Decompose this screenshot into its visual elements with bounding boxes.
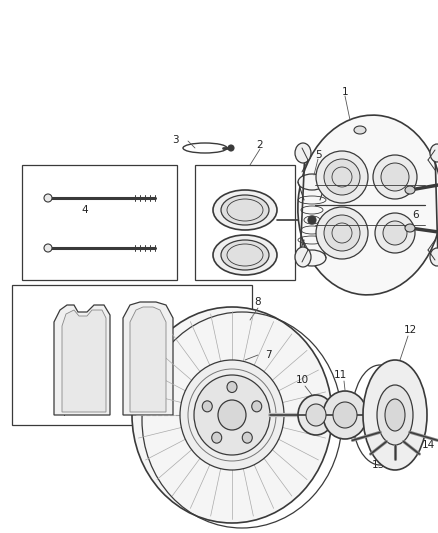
Polygon shape xyxy=(54,305,110,415)
Polygon shape xyxy=(62,310,106,412)
Ellipse shape xyxy=(295,143,311,163)
Text: 1: 1 xyxy=(342,87,348,97)
Ellipse shape xyxy=(430,144,438,162)
Ellipse shape xyxy=(298,250,326,266)
Ellipse shape xyxy=(373,155,417,199)
Ellipse shape xyxy=(298,174,326,190)
Ellipse shape xyxy=(194,375,270,455)
Ellipse shape xyxy=(44,194,52,202)
Text: 10: 10 xyxy=(296,375,308,385)
Polygon shape xyxy=(123,302,173,415)
Ellipse shape xyxy=(324,159,360,195)
Ellipse shape xyxy=(308,216,316,224)
Ellipse shape xyxy=(228,145,234,151)
Ellipse shape xyxy=(227,382,237,392)
Ellipse shape xyxy=(363,360,427,470)
Ellipse shape xyxy=(252,401,262,412)
Text: 5: 5 xyxy=(314,150,321,160)
Text: 14: 14 xyxy=(421,440,434,450)
Text: 12: 12 xyxy=(403,325,417,335)
Ellipse shape xyxy=(354,126,366,134)
Text: 11: 11 xyxy=(333,370,346,380)
Bar xyxy=(22,165,177,280)
Ellipse shape xyxy=(385,399,405,431)
Ellipse shape xyxy=(298,115,438,295)
Text: 4: 4 xyxy=(82,205,88,215)
Ellipse shape xyxy=(430,248,438,266)
Text: 13: 13 xyxy=(371,460,385,470)
Ellipse shape xyxy=(323,391,367,439)
Text: 2: 2 xyxy=(257,140,263,150)
Ellipse shape xyxy=(218,400,246,430)
Ellipse shape xyxy=(44,244,52,252)
Ellipse shape xyxy=(316,207,368,259)
Text: 6: 6 xyxy=(413,210,419,220)
Bar xyxy=(195,165,295,280)
Ellipse shape xyxy=(377,385,413,445)
Bar xyxy=(12,285,252,425)
Ellipse shape xyxy=(212,432,222,443)
Ellipse shape xyxy=(180,360,284,470)
Ellipse shape xyxy=(316,151,368,203)
Text: 7: 7 xyxy=(265,350,271,360)
Text: 3: 3 xyxy=(172,135,178,145)
Ellipse shape xyxy=(306,404,326,426)
Ellipse shape xyxy=(333,402,357,428)
Ellipse shape xyxy=(213,190,277,230)
Ellipse shape xyxy=(242,432,252,443)
Ellipse shape xyxy=(405,224,415,232)
Ellipse shape xyxy=(375,213,415,253)
Text: 8: 8 xyxy=(254,297,261,307)
Ellipse shape xyxy=(202,401,212,412)
Ellipse shape xyxy=(381,163,409,191)
Ellipse shape xyxy=(324,215,360,251)
Ellipse shape xyxy=(405,186,415,194)
Ellipse shape xyxy=(295,247,311,267)
Ellipse shape xyxy=(221,195,269,225)
Ellipse shape xyxy=(132,307,332,523)
Ellipse shape xyxy=(383,221,407,245)
Ellipse shape xyxy=(221,240,269,270)
Ellipse shape xyxy=(298,395,334,435)
Ellipse shape xyxy=(213,235,277,275)
Polygon shape xyxy=(130,307,166,412)
